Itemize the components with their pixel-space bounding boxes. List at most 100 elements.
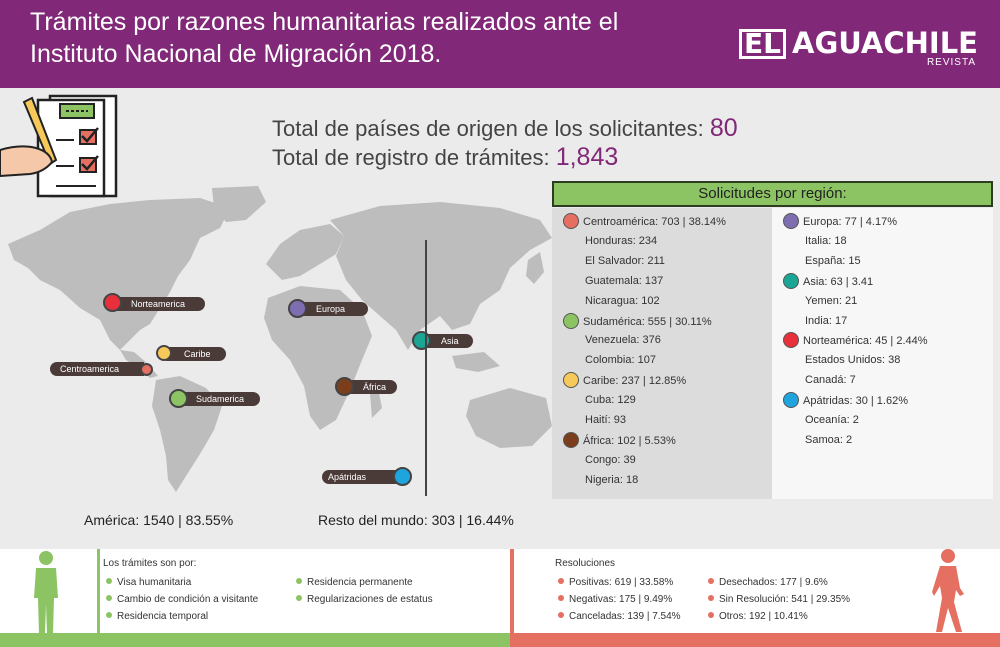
row-text: El Salvador: 211 xyxy=(585,254,665,267)
bullet-icon xyxy=(558,578,564,585)
map-label-centroamerica: Centroamerica xyxy=(50,362,144,376)
map-label-apatridas-text: Apátridas xyxy=(328,472,367,482)
row-text: Nigeria: 18 xyxy=(585,473,639,486)
map-label-centroamerica-text: Centroamerica xyxy=(60,364,120,374)
resolucion-item: Positivas: 619 | 33.58% xyxy=(558,577,673,588)
region-color-dot xyxy=(783,272,799,289)
map-label-africa-text: África xyxy=(363,382,387,392)
country-row: Canadá: 7 xyxy=(805,374,856,386)
tramite-regularizaciones: Regularizaciones de estatus xyxy=(307,594,433,605)
bullet-icon xyxy=(296,595,302,602)
map-label-asia-text: Asia xyxy=(441,336,459,346)
country-row: El Salvador: 211 xyxy=(585,255,665,267)
bottom-section xyxy=(0,549,1000,647)
tramite-item: Residencia temporal xyxy=(106,611,208,622)
map-label-asia: Asia xyxy=(423,334,473,348)
row-text: España: 15 xyxy=(805,254,861,267)
region-color-dot xyxy=(563,372,579,389)
panel-divider-line xyxy=(425,240,427,496)
row-text: Honduras: 234 xyxy=(585,234,658,247)
row-text: Europa: 77 | 4.17% xyxy=(803,215,897,228)
bullet-icon xyxy=(558,595,564,602)
country-row: Nigeria: 18 xyxy=(585,474,638,486)
resolucion-otros: Otros: 192 | 10.41% xyxy=(719,611,808,622)
bullet-icon xyxy=(558,612,564,619)
resolucion-item: Desechados: 177 | 9.6% xyxy=(708,577,828,588)
resolucion-sin-resolucion: Sin Resolución: 541 | 29.35% xyxy=(719,594,851,605)
region-panel: Solicitudes por región: Centroamérica: 7… xyxy=(552,181,993,499)
bullet-icon xyxy=(106,578,112,585)
map-marker-norteamerica xyxy=(103,293,122,312)
map-marker-europa xyxy=(288,299,307,318)
map-marker-caribe xyxy=(156,345,172,361)
total-records-label: Total de registro de trámites: xyxy=(272,145,550,170)
country-row: Nicaragua: 102 xyxy=(585,295,660,307)
row-text: Caribe: 237 | 12.85% xyxy=(583,375,687,388)
map-label-caribe-text: Caribe xyxy=(184,349,211,359)
region-total-row: Centroamérica: 703 | 38.14% xyxy=(563,213,726,229)
world-summary: Resto del mundo: 303 | 16.44% xyxy=(318,512,514,528)
region-total-row: Apátridas: 30 | 1.62% xyxy=(783,392,908,409)
map-marker-centroamerica xyxy=(140,363,153,376)
region-color-dot xyxy=(563,431,579,448)
tramite-cambio-condicion: Cambio de condición a visitante xyxy=(117,594,259,605)
map-label-caribe: Caribe xyxy=(166,347,226,361)
resoluciones-title: Resoluciones xyxy=(555,558,616,569)
region-color-dot xyxy=(783,213,799,229)
tramite-visa-humanitaria: Visa humanitaria xyxy=(117,577,192,588)
clipboard-checklist-icon xyxy=(0,94,118,198)
world-map xyxy=(8,186,552,492)
resolucion-positivas: Positivas: 619 | 33.58% xyxy=(569,577,674,588)
map-label-africa: África xyxy=(345,380,397,394)
region-total-row: Caribe: 237 | 12.85% xyxy=(563,372,687,389)
country-row: Colombia: 107 xyxy=(585,354,656,366)
map-label-norteamerica: Norteamerica xyxy=(113,297,205,311)
country-row: Venezuela: 376 xyxy=(585,334,661,346)
row-text: Apátridas: 30 | 1.62% xyxy=(803,395,908,407)
map-marker-asia xyxy=(412,331,431,350)
row-text: Norteamérica: 45 | 2.44% xyxy=(803,335,928,348)
row-text: Congo: 39 xyxy=(585,453,636,466)
logo-subtitle: REVISTA xyxy=(926,57,976,68)
country-row: Guatemala: 137 xyxy=(585,275,663,287)
row-text: Cuba: 129 xyxy=(585,394,636,407)
region-color-dot xyxy=(783,392,799,409)
country-row: Estados Unidos: 38 xyxy=(805,354,900,366)
resolucion-item: Otros: 192 | 10.41% xyxy=(708,611,808,622)
tramites-title: Los trámites son por: xyxy=(103,558,197,569)
country-row: Samoa: 2 xyxy=(805,434,852,446)
region-total-row: África: 102 | 5.53% xyxy=(563,431,676,448)
country-row: Honduras: 234 xyxy=(585,235,657,247)
region-total-row: Sudamérica: 555 | 30.11% xyxy=(563,312,712,329)
row-text: Guatemala: 137 xyxy=(585,274,664,287)
resolucion-item: Canceladas: 139 | 7.54% xyxy=(558,611,681,622)
row-text: África: 102 | 5.53% xyxy=(583,434,676,447)
map-marker-apatridas xyxy=(393,467,412,486)
logo-el: EL xyxy=(739,29,787,59)
header-banner: Trámites por razones humanitarias realiz… xyxy=(0,0,1000,88)
row-text: Nicaragua: 102 xyxy=(585,294,660,307)
row-text: Samoa: 2 xyxy=(805,433,853,446)
map-label-europa-text: Europa xyxy=(316,304,346,314)
country-row: India: 17 xyxy=(805,315,847,327)
total-countries-value: 80 xyxy=(709,114,738,142)
resolucion-item: Negativas: 175 | 9.49% xyxy=(558,594,672,605)
resolucion-desechados: Desechados: 177 | 9.6% xyxy=(719,577,828,588)
page-title: Trámites por razones humanitarias realiz… xyxy=(30,6,670,70)
brand-logo: EL AGUACHILE REVISTA xyxy=(739,28,978,68)
row-text: Colombia: 107 xyxy=(585,354,656,367)
map-label-sudamerica: Sudamerica xyxy=(178,392,260,406)
america-summary: América: 1540 | 83.55% xyxy=(84,512,234,528)
region-panel-left-column: Centroamérica: 703 | 38.14% Honduras: 234… xyxy=(552,208,772,499)
bullet-icon xyxy=(708,578,714,585)
red-divider xyxy=(510,549,514,647)
logo-name: AGUACHILE xyxy=(792,26,978,60)
row-text: Oceanía: 2 xyxy=(805,414,859,426)
region-total-row: Europa: 77 | 4.17% xyxy=(783,213,897,229)
total-records: Total de registro de trámites: 1,843 xyxy=(272,143,738,172)
map-marker-africa xyxy=(335,377,354,396)
row-text: Venezuela: 376 xyxy=(585,334,661,347)
totals-block: Total de países de origen de los solicit… xyxy=(272,114,738,172)
title-line-1: Trámites por razones humanitarias realiz… xyxy=(30,8,619,36)
green-divider xyxy=(97,549,100,635)
